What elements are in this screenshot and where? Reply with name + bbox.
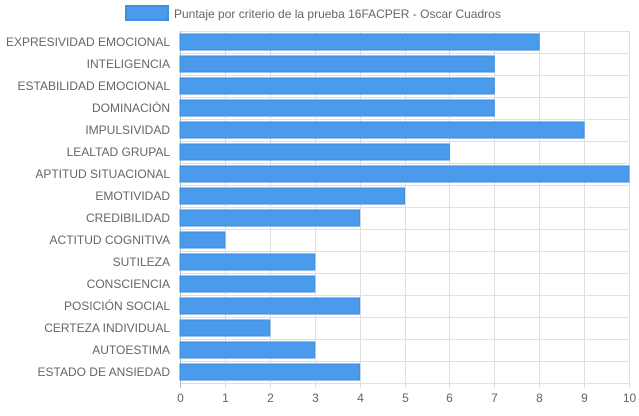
x-tick-label: 1 xyxy=(222,391,229,405)
bar[interactable] xyxy=(179,121,585,139)
legend-swatch xyxy=(125,5,169,21)
bar[interactable] xyxy=(179,231,226,249)
y-category-label: ACTITUD COGNITIVA xyxy=(50,233,170,247)
bar[interactable] xyxy=(179,99,495,117)
y-category-label: ESTABILIDAD EMOCIONAL xyxy=(18,79,171,93)
y-category-label: CREDIBILIDAD xyxy=(86,211,170,225)
bars-layer xyxy=(179,33,630,381)
y-category-label: CERTEZA INDIVIDUAL xyxy=(44,321,170,335)
x-tick-label: 3 xyxy=(312,391,319,405)
x-tick-label: 9 xyxy=(581,391,588,405)
legend-label: Puntaje por criterio de la prueba 16FACP… xyxy=(174,7,501,21)
y-category-label: CONSCIENCIA xyxy=(87,277,170,291)
y-category-label: APTITUD SITUACIONAL xyxy=(35,167,170,181)
x-axis-labels: 0 1 2 3 4 5 6 7 8 9 10 xyxy=(177,391,636,405)
x-tick-label: 7 xyxy=(491,391,498,405)
x-tick-label: 5 xyxy=(402,391,409,405)
bar[interactable] xyxy=(179,297,361,315)
y-category-label: LEALTAD GRUPAL xyxy=(67,145,171,159)
bar[interactable] xyxy=(179,209,361,227)
chart-legend[interactable]: Puntaje por criterio de la prueba 16FACP… xyxy=(125,5,501,21)
x-tick-label: 0 xyxy=(177,391,184,405)
y-category-label: POSICIÓN SOCIAL xyxy=(64,298,170,313)
x-tick-label: 2 xyxy=(267,391,274,405)
bar[interactable] xyxy=(179,33,540,51)
y-axis-labels: EXPRESIVIDAD EMOCIONAL INTELIGENCIA ESTABI… xyxy=(6,35,170,379)
x-tick-label: 8 xyxy=(536,391,543,405)
bar[interactable] xyxy=(179,143,450,161)
x-tick-label: 6 xyxy=(446,391,453,405)
y-category-label: SUTILEZA xyxy=(113,255,170,269)
y-category-label: EXPRESIVIDAD EMOCIONAL xyxy=(6,35,170,49)
y-category-label: INTELIGENCIA xyxy=(87,57,170,71)
bar[interactable] xyxy=(179,319,271,337)
bar[interactable] xyxy=(179,363,361,381)
y-category-label: EMOTIVIDAD xyxy=(95,189,170,203)
y-category-label: DOMINACIÓN xyxy=(92,100,170,115)
bar[interactable] xyxy=(179,253,316,271)
bar[interactable] xyxy=(179,55,495,73)
bar[interactable] xyxy=(179,165,630,183)
bar[interactable] xyxy=(179,187,405,205)
x-tick-label: 10 xyxy=(623,391,637,405)
bar[interactable] xyxy=(179,275,316,293)
bar[interactable] xyxy=(179,341,316,359)
y-category-label: IMPULSIVIDAD xyxy=(85,123,170,137)
y-category-label: ESTADO DE ANSIEDAD xyxy=(38,365,171,379)
x-tick-label: 4 xyxy=(357,391,364,405)
bar[interactable] xyxy=(179,77,495,95)
y-category-label: AUTOESTIMA xyxy=(92,343,170,357)
